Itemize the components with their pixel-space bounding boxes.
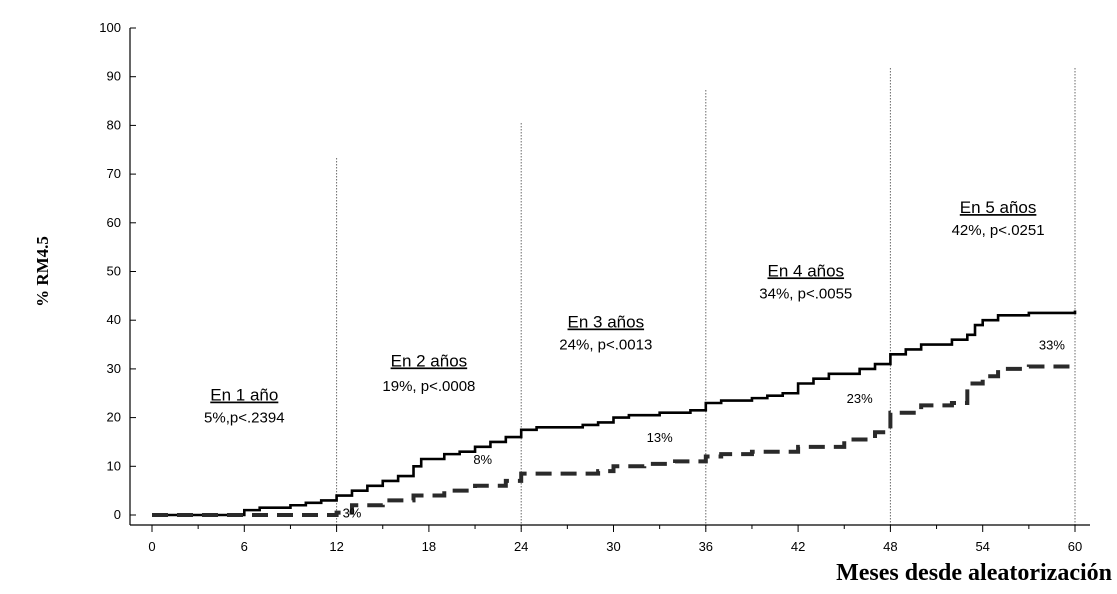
- annotation-title: En 5 años: [960, 198, 1037, 217]
- annotation-subtitle: 24%, p<.0013: [559, 336, 652, 353]
- series-value-label: 33%: [1039, 337, 1065, 352]
- solid-series-line: [152, 310, 1077, 517]
- annotation-title: En 3 años: [568, 313, 645, 332]
- x-tick-label: 18: [422, 539, 436, 554]
- series-value-label: 3%: [343, 505, 362, 520]
- y-tick-label: 10: [107, 458, 121, 473]
- y-tick-label: 70: [107, 166, 121, 181]
- x-tick-label: 48: [883, 539, 897, 554]
- y-tick-label: 90: [107, 69, 121, 84]
- y-tick-label: 0: [114, 507, 121, 522]
- annotation-title: En 2 años: [391, 351, 468, 370]
- x-tick-label: 12: [329, 539, 343, 554]
- y-tick-label: 80: [107, 117, 121, 132]
- series-value-label: 23%: [847, 391, 873, 406]
- series-layer: [152, 310, 1077, 517]
- x-tick-label: 6: [241, 539, 248, 554]
- y-tick-label: 40: [107, 312, 121, 327]
- annotation-subtitle: 5%,p<.2394: [204, 409, 285, 426]
- x-tick-label: 60: [1068, 539, 1082, 554]
- reference-lines: [336, 68, 1076, 529]
- x-axis-title: Meses desde aleatorización: [836, 560, 1112, 586]
- x-tick-label: 0: [148, 539, 155, 554]
- labels-layer: 3% 8% 13% 23% 33% En 1 año 5%,p<.2394 En 2 años…: [204, 198, 1065, 520]
- annotation-subtitle: 42%, p<.0251: [952, 222, 1045, 239]
- annotation-subtitle: 19%, p<.0008: [382, 378, 475, 395]
- annotation-subtitle: 34%, p<.0055: [759, 285, 852, 302]
- x-tick-label: 36: [699, 539, 713, 554]
- y-axis-title: % RM4.5: [33, 236, 52, 307]
- x-tick-label: 42: [791, 539, 805, 554]
- y-tick-label: 30: [107, 361, 121, 376]
- y-tick-label: 100: [99, 20, 121, 35]
- x-tick-label: 30: [606, 539, 620, 554]
- x-tick-label: 54: [975, 539, 989, 554]
- annotation-title: En 4 años: [768, 261, 845, 280]
- x-tick-label: 24: [514, 539, 528, 554]
- y-tick-label: 50: [107, 264, 121, 279]
- y-tick-label: 60: [107, 215, 121, 230]
- annotation-title: En 1 año: [210, 386, 278, 405]
- y-tick-label: 20: [107, 410, 121, 425]
- dashed-series-line: [152, 364, 1077, 517]
- series-value-label: 8%: [473, 452, 492, 467]
- series-value-label: 13%: [647, 430, 673, 445]
